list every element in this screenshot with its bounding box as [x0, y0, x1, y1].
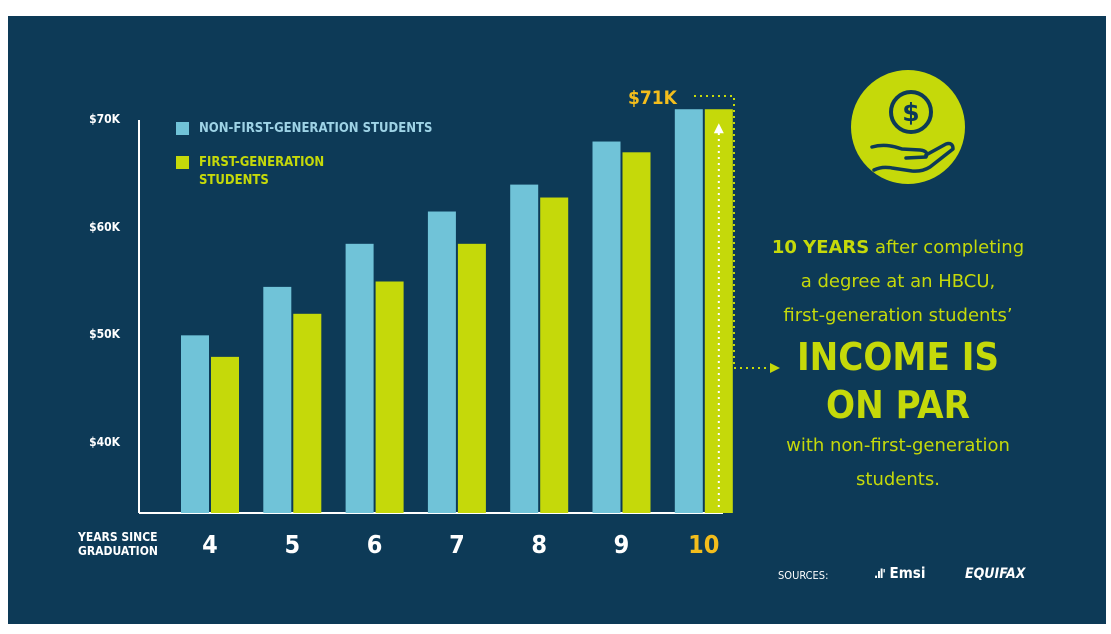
- callout-value: $71K: [628, 87, 677, 109]
- x-tick-label: 7: [449, 530, 465, 559]
- x-tick-label: 4: [202, 530, 218, 559]
- y-tick-label: $40K: [89, 435, 120, 449]
- y-tick-label: $50K: [89, 327, 120, 342]
- legend-item-non-first-gen: NON-FIRST-GENERATION STUDENTS: [176, 120, 432, 138]
- legend-swatch-non-first-gen: [176, 122, 189, 135]
- x-axis-title: YEARS SINCE GRADUATION: [78, 530, 158, 558]
- message-line-1: 10 YEARS after completing: [708, 231, 1088, 265]
- bar-non-first-gen-4: [181, 335, 209, 513]
- bar-first-gen-6: [375, 281, 404, 513]
- message-highlight: 10 YEARS: [771, 237, 870, 258]
- message-line-4: with non-first-generation: [786, 435, 1010, 456]
- bar-non-first-gen-10: [674, 109, 703, 513]
- icon-coin: [889, 90, 933, 134]
- callout-connector-arrow: [770, 363, 780, 373]
- y-tick-label: $60K: [89, 219, 120, 234]
- legend-swatch-first-gen: [176, 156, 189, 169]
- message-block: 10 YEARS after completing a degree at an…: [708, 231, 1088, 497]
- emsi-logo-text: Emsi: [889, 564, 926, 582]
- equifax-logo: EQUIFAX: [965, 566, 1026, 582]
- message-line-2: a degree at an HBCU,: [800, 271, 996, 292]
- bar-non-first-gen-6: [345, 243, 374, 514]
- emsi-logo: .ıl' Emsi: [874, 564, 926, 582]
- x-tick-label: 5: [284, 530, 301, 559]
- icon-dollar-sign: $: [902, 98, 919, 127]
- bar-first-gen-4: [211, 356, 239, 513]
- icon-hand: [870, 141, 955, 173]
- message-line-5: students.: [856, 469, 940, 490]
- infographic-panel: $ NON-FIRST-GENERATION STUDENTS FIRST-GE…: [8, 16, 1106, 624]
- bar-first-gen-8: [540, 197, 569, 513]
- message-headline-1: INCOME IS: [796, 335, 1000, 379]
- x-tick-label: 6: [366, 530, 383, 559]
- bar-non-first-gen-7: [427, 211, 456, 513]
- bar-chart: $: [138, 70, 965, 514]
- x-tick-label: 9: [613, 530, 630, 559]
- bar-non-first-gen-9: [592, 141, 621, 513]
- message-line-1-rest: after completing: [869, 237, 1025, 258]
- sources-label: SOURCES:: [778, 569, 829, 582]
- message-line-3: first-generation students’: [783, 305, 1013, 326]
- money-in-hand-icon: $: [851, 70, 965, 184]
- bar-first-gen-7: [457, 243, 486, 514]
- x-tick-label: 8: [531, 530, 548, 559]
- callout-connector: [694, 95, 770, 369]
- legend-label-first-gen: FIRST-GENERATION STUDENTS: [199, 155, 325, 188]
- x-tick-label: 10: [688, 530, 720, 559]
- bar-first-gen-5: [293, 313, 322, 513]
- legend-item-first-gen: FIRST-GENERATION STUDENTS: [176, 154, 359, 190]
- bar-non-first-gen-5: [263, 286, 292, 513]
- legend-label-non-first-gen: NON-FIRST-GENERATION STUDENTS: [199, 121, 433, 136]
- y-tick-label: $70K: [89, 112, 120, 126]
- highlight-arrow-head: [713, 123, 724, 134]
- message-headline-2: ON PAR: [826, 383, 970, 427]
- bar-first-gen-9: [622, 152, 651, 514]
- bar-non-first-gen-8: [510, 184, 539, 513]
- icon-circle: [851, 70, 965, 184]
